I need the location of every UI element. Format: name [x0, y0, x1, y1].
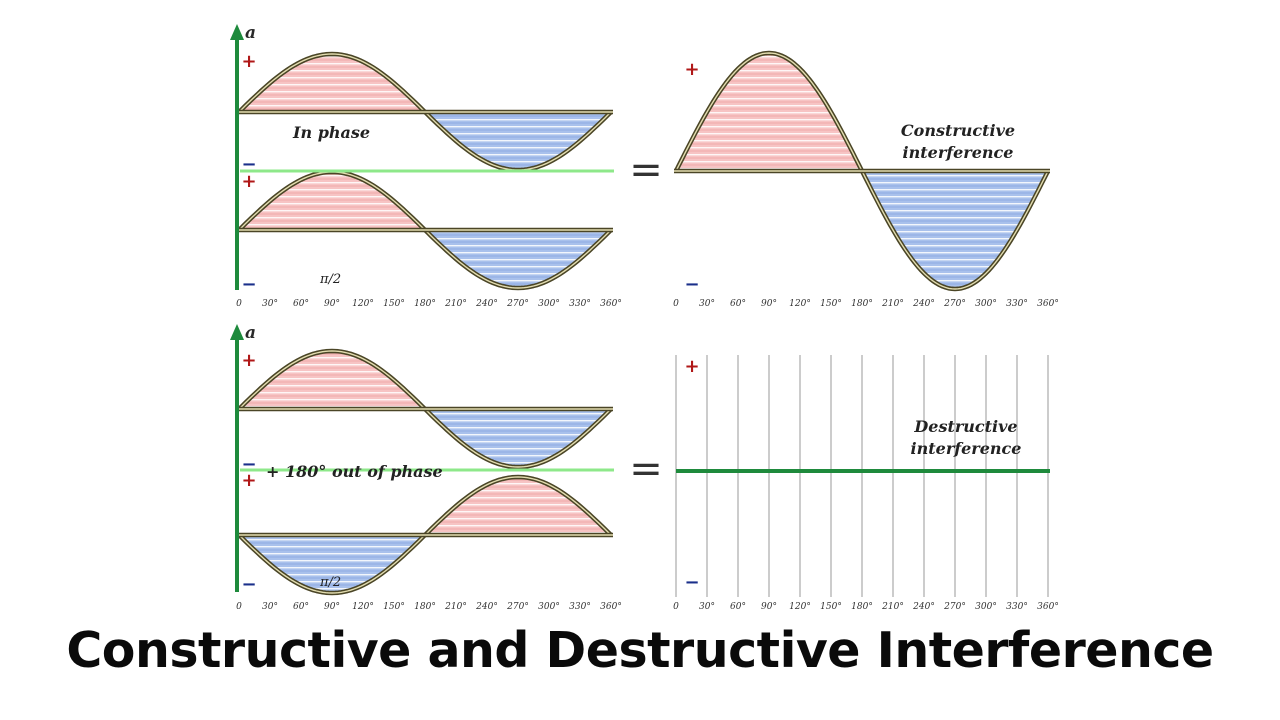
top-left-axis-arrow [230, 24, 244, 40]
bottom-wave-1-lobe-first-half [239, 351, 425, 409]
top-left-tick-label: 210° [444, 299, 467, 309]
bottom-left-tick-label: 180° [414, 602, 436, 612]
bottom-left-axis-label: a [245, 323, 256, 343]
bottom-left-wave-1-plus-sign: + [241, 350, 256, 371]
top-right-minus-sign: − [684, 274, 699, 295]
constructive-wave-lobe-second-half [862, 171, 1048, 289]
bottom-left-axis-arrow [230, 324, 244, 340]
top-left-tick-label: 30° [262, 299, 278, 309]
top-right-tick-label: 120° [789, 299, 811, 309]
wave-fills [239, 53, 1048, 593]
bottom-right-tick-label: 90° [761, 602, 777, 612]
top-left-tick-label: 180° [414, 299, 436, 309]
bottom-wave-2-lobe-second-half [425, 477, 611, 535]
bottom-left-tick-label: 60° [293, 602, 309, 612]
constructive-label-line-2: interference [903, 143, 1014, 162]
bottom-left-tick-label: 240° [475, 602, 498, 612]
top-right-plus-sign: + [684, 59, 699, 80]
bottom-right-tick-label: 240° [912, 602, 935, 612]
top-left-tick-label: 150° [383, 299, 405, 309]
top-wave-2-lobe-first-half [239, 172, 425, 230]
top-left-wave-2-minus-sign: − [241, 274, 256, 295]
destructive-label-line-2: interference [911, 439, 1022, 458]
top-right-tick-label: 270° [943, 299, 966, 309]
bottom-left-tick-label: 300° [538, 602, 560, 612]
top-left-tick-label: 60° [293, 299, 309, 309]
bottom-left-tick-label: 330° [569, 602, 591, 612]
bottom-right-tick-label: 30° [699, 602, 715, 612]
bottom-left-tick-label: 270° [506, 602, 529, 612]
top-equals-sign: = [629, 147, 663, 193]
bottom-left-wave-2-plus-sign: + [241, 470, 256, 491]
top-left-tick-label: 90° [324, 299, 340, 309]
bottom-right-tick-label: 270° [943, 602, 966, 612]
bottom-left-wave-2-minus-sign: − [241, 574, 256, 595]
caption-title: Constructive and Destructive Interferenc… [66, 622, 1214, 679]
bottom-right-tick-label: 60° [730, 602, 746, 612]
top-left-wave-1-minus-sign: − [241, 154, 256, 175]
top-left-wave-1-plus-sign: + [241, 51, 256, 72]
top-left-tick-label: 360° [600, 299, 622, 309]
bottom-pi-half-label: π/2 [319, 575, 341, 590]
top-right-tick-label: 300° [975, 299, 997, 309]
bottom-wave-2-lobe-first-half [239, 535, 425, 593]
top-right-tick-label: 330° [1006, 299, 1028, 309]
top-left-tick-label: 270° [506, 299, 529, 309]
bottom-right-tick-label: 150° [820, 602, 842, 612]
bottom-right-tick-label: 120° [789, 602, 811, 612]
top-wave-2-lobe-second-half [425, 230, 611, 288]
top-right-tick-label: 360° [1037, 299, 1059, 309]
bottom-left-tick-label: 0 [236, 602, 242, 612]
bottom-left-tick-label: 90° [324, 602, 340, 612]
bottom-left-wave-1-minus-sign: − [241, 454, 256, 475]
bottom-left-tick-label: 30° [262, 602, 278, 612]
bottom-left-tick-label: 360° [600, 602, 622, 612]
top-right-tick-label: 210° [881, 299, 904, 309]
constructive-label-line-1: Constructive [901, 121, 1015, 140]
axes-and-waves [230, 24, 1051, 596]
top-left-tick-label: 240° [475, 299, 498, 309]
top-right-tick-label: 150° [820, 299, 842, 309]
top-left-wave-2-plus-sign: + [241, 171, 256, 192]
bottom-right-tick-label: 330° [1006, 602, 1028, 612]
bottom-right-tick-label: 0 [673, 602, 679, 612]
top-left-axis-label: a [245, 23, 256, 43]
out-of-phase-label: + 180° out of phase [266, 462, 443, 481]
bottom-left-tick-label: 120° [352, 602, 374, 612]
top-pi-half-label: π/2 [319, 272, 341, 287]
in-phase-label: In phase [292, 123, 370, 142]
bottom-wave-1-lobe-second-half [425, 409, 611, 467]
top-left-tick-label: 120° [352, 299, 374, 309]
bottom-equals-sign: = [629, 446, 663, 492]
top-right-tick-label: 60° [730, 299, 746, 309]
top-right-tick-label: 30° [699, 299, 715, 309]
bottom-right-plus-sign: + [684, 356, 699, 377]
top-wave-1-lobe-second-half [425, 112, 611, 170]
bottom-right-tick-label: 360° [1037, 602, 1059, 612]
bottom-right-minus-sign: − [684, 572, 699, 593]
top-left-tick-label: 300° [538, 299, 560, 309]
top-right-tick-label: 0 [673, 299, 679, 309]
top-right-tick-label: 90° [761, 299, 777, 309]
destructive-label-line-1: Destructive [913, 417, 1017, 436]
bottom-right-tick-label: 180° [851, 602, 873, 612]
top-left-tick-label: 0 [236, 299, 242, 309]
grid-lines [675, 355, 1049, 597]
bottom-left-tick-label: 150° [383, 602, 405, 612]
bottom-left-tick-label: 210° [444, 602, 467, 612]
top-wave-1-lobe-first-half [239, 54, 425, 112]
top-right-tick-label: 180° [851, 299, 873, 309]
top-left-tick-label: 330° [569, 299, 591, 309]
bottom-right-tick-label: 300° [975, 602, 997, 612]
constructive-wave-lobe-first-half [676, 53, 862, 171]
bottom-right-tick-label: 210° [881, 602, 904, 612]
top-right-tick-label: 240° [912, 299, 935, 309]
